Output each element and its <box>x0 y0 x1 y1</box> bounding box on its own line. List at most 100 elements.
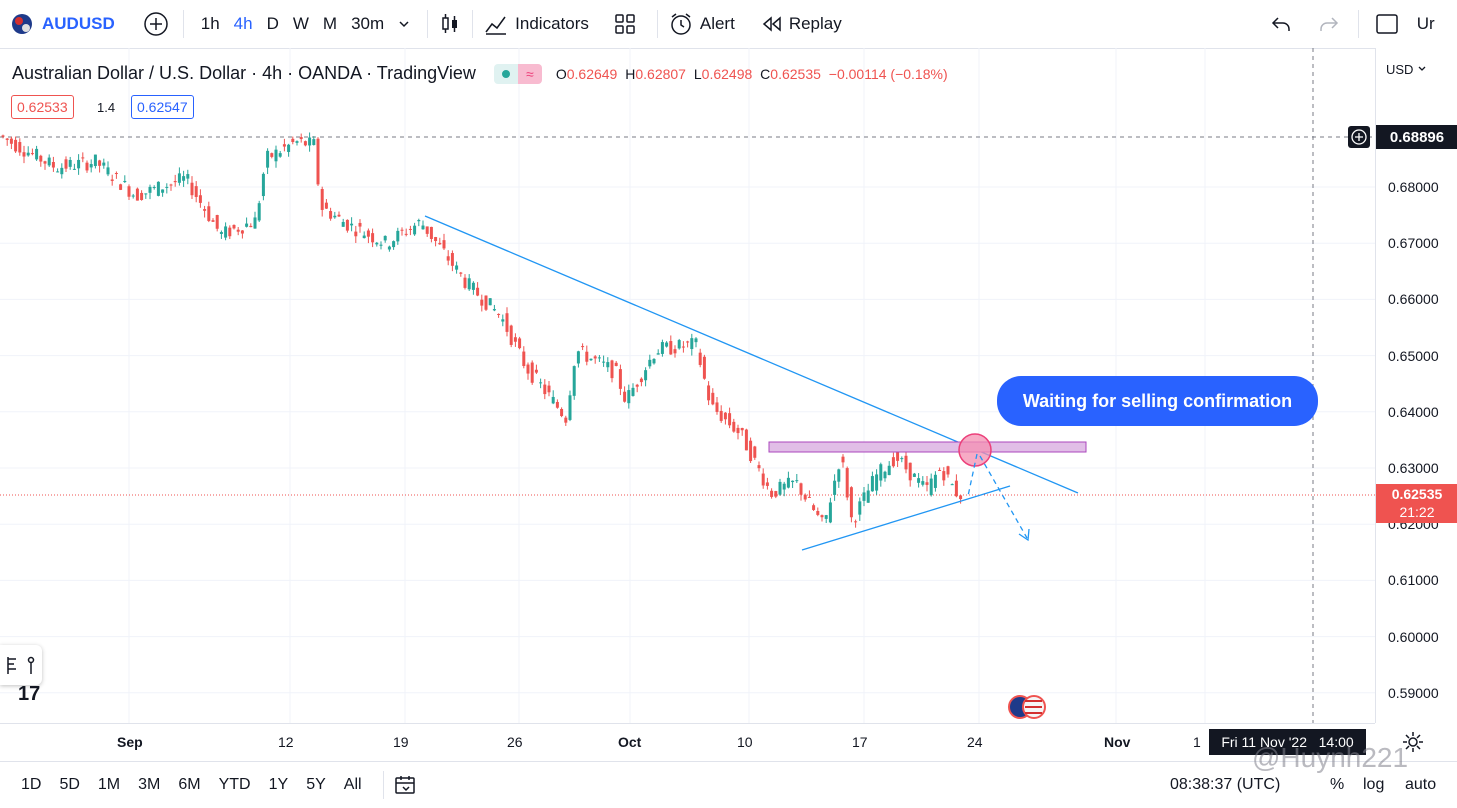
range-3m[interactable]: 3M <box>138 776 161 793</box>
resistance-zone <box>768 441 1087 453</box>
chart-type-button[interactable] <box>438 0 462 48</box>
candle-body <box>26 152 30 156</box>
time-axis[interactable]: Sep 12 19 26 Oct 10 17 24 Nov 1 Fri 11 Nov '22 14… <box>0 723 1375 762</box>
candle-body <box>182 176 186 181</box>
market-status-badge[interactable]: ≈ <box>493 63 542 84</box>
crosshair-price-label: 0.68896 <box>1376 125 1457 149</box>
candle-body <box>728 413 732 426</box>
range-all[interactable]: All <box>343 776 362 793</box>
candle-body <box>215 215 219 229</box>
layouts-button[interactable] <box>613 0 637 48</box>
layout-button[interactable]: Ur <box>1375 0 1435 48</box>
candle-body <box>744 429 748 451</box>
candle-body <box>669 341 673 355</box>
percent-toggle[interactable]: % <box>1330 776 1345 793</box>
candle-body <box>131 195 135 197</box>
candle-body <box>467 278 471 290</box>
candle-body <box>14 139 18 152</box>
currency-selector[interactable]: USD <box>1386 62 1427 77</box>
redo-button[interactable] <box>1318 0 1340 48</box>
callout-text: Waiting for selling confirmation <box>1022 390 1293 411</box>
range-1m[interactable]: 1M <box>97 776 121 793</box>
candle-body <box>618 369 622 389</box>
candle-body <box>904 455 908 470</box>
open-label: O <box>555 65 567 82</box>
candle-body <box>383 235 387 241</box>
candle-body <box>287 144 291 152</box>
candle-body <box>18 142 22 153</box>
candle-body <box>459 272 463 274</box>
candle-body <box>849 487 853 518</box>
go-to-date-button[interactable] <box>394 774 416 796</box>
buy-price-button[interactable]: 0.62547 <box>131 95 194 119</box>
candle-body <box>400 229 404 231</box>
alert-button[interactable]: Alert <box>668 0 735 48</box>
interval-d[interactable]: D <box>260 0 286 48</box>
candle-body <box>807 496 811 498</box>
candle-body <box>282 144 286 147</box>
candle-body <box>450 253 454 266</box>
candle-body <box>589 358 593 361</box>
interval-dropdown[interactable] <box>397 0 411 48</box>
candle-body <box>585 351 589 362</box>
range-5y[interactable]: 5Y <box>306 776 326 793</box>
candle-body <box>345 219 349 231</box>
log-toggle[interactable]: log <box>1363 776 1385 793</box>
candle-body <box>35 148 39 160</box>
tradingview-logo: 17 <box>18 683 41 705</box>
interval-1h[interactable]: 1h <box>194 0 227 48</box>
replay-button[interactable]: Replay <box>761 0 842 48</box>
price-axis[interactable]: USD 0.68000 0.67000 0.66000 0.65000 0.64000 0… <box>1375 48 1457 723</box>
add-symbol-button[interactable] <box>143 0 169 48</box>
redo-icon <box>1318 13 1340 35</box>
candle-body <box>190 182 194 196</box>
interval-30m[interactable]: 30m <box>344 0 391 48</box>
candle-body <box>497 313 501 315</box>
chart-settings-button[interactable] <box>1401 730 1425 759</box>
interval-m[interactable]: M <box>316 0 344 48</box>
candle-body <box>379 244 383 246</box>
grid-icon <box>613 12 637 36</box>
candle-body <box>93 154 97 167</box>
candle-body <box>203 209 207 211</box>
projection-arrow <box>967 453 1028 539</box>
candle-body <box>455 265 459 270</box>
chart-pane[interactable] <box>0 48 1375 723</box>
candle-body <box>98 160 102 166</box>
range-ytd[interactable]: YTD <box>218 776 251 793</box>
candle-body <box>564 417 568 423</box>
candle-body <box>551 396 555 404</box>
divider <box>182 10 184 38</box>
legend-title[interactable]: Australian Dollar / U.S. Dollar · 4h · O… <box>12 63 476 83</box>
interval-label: D <box>266 14 279 33</box>
undo-button[interactable] <box>1270 0 1292 48</box>
auto-toggle[interactable]: auto <box>1405 776 1437 793</box>
range-5d[interactable]: 5D <box>59 776 80 793</box>
symbol-label: AUDUSD <box>42 14 115 33</box>
candle-body <box>299 137 303 140</box>
drawing-toolbar[interactable] <box>0 645 42 685</box>
signal-callout[interactable]: Waiting for selling confirmation <box>997 376 1318 426</box>
candle-body <box>228 227 232 237</box>
symbol-search[interactable]: AUDUSD <box>10 0 115 48</box>
candle-body <box>266 150 270 168</box>
range-1d[interactable]: 1D <box>21 776 42 793</box>
candle-body <box>30 153 34 155</box>
candle-body <box>39 155 43 162</box>
utc-clock[interactable]: 08:38:37 (UTC) <box>1170 776 1281 793</box>
sell-price-button[interactable]: 0.62533 <box>11 95 74 119</box>
interval-4h[interactable]: 4h <box>227 0 260 48</box>
calendar-icon <box>394 776 415 794</box>
interval-label: M <box>322 14 338 33</box>
interval-w[interactable]: W <box>286 0 316 48</box>
range-6m[interactable]: 6M <box>178 776 201 793</box>
indicators-button[interactable]: Indicators <box>483 0 589 48</box>
candle-body <box>119 184 123 190</box>
range-1y[interactable]: 1Y <box>268 776 289 793</box>
candle-body <box>371 233 375 243</box>
candle-body <box>501 319 505 322</box>
candle-body <box>690 338 694 350</box>
plus-circle-icon <box>143 11 169 37</box>
candle-body <box>392 241 396 248</box>
add-alert-button[interactable] <box>1348 126 1370 148</box>
